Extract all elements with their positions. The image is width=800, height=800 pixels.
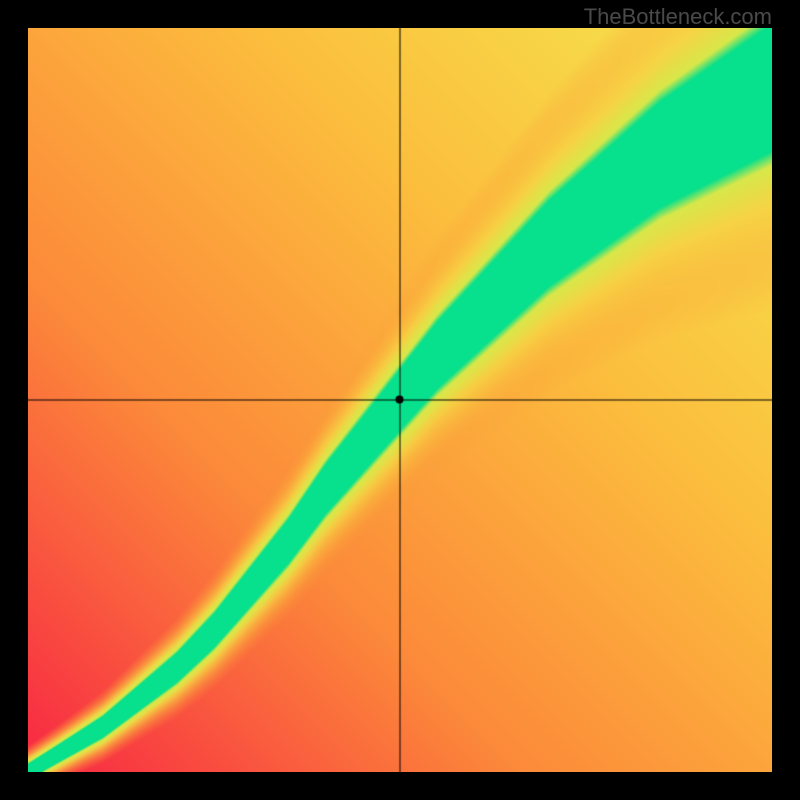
chart-container: TheBottleneck.com [0, 0, 800, 800]
bottleneck-heatmap [28, 28, 772, 772]
watermark-text: TheBottleneck.com [584, 4, 772, 30]
